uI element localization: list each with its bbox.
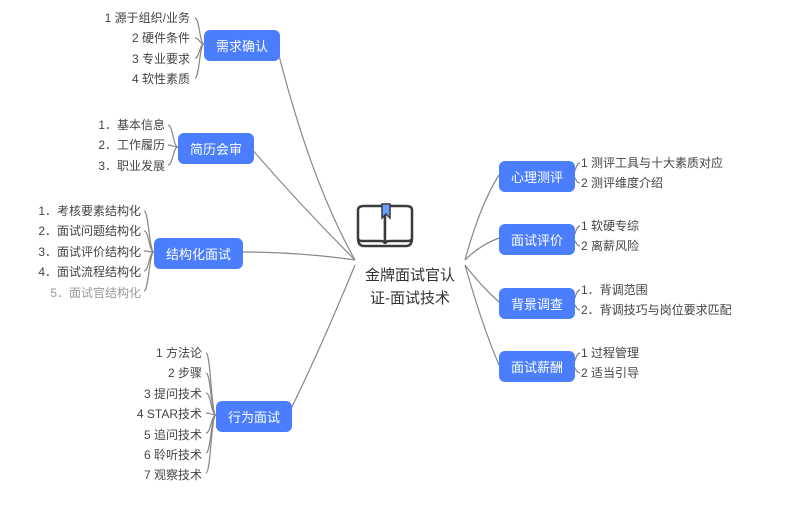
leaf-item: 3 提问技术: [117, 384, 202, 404]
leaf-item: 1 源于组织/业务: [80, 8, 190, 28]
branch-node[interactable]: 背景调查: [499, 288, 575, 319]
leaf-item: 1 软硬专综: [581, 216, 701, 236]
book-icon: [350, 198, 420, 253]
leaf-item: 2 步骤: [117, 363, 202, 383]
leaf-item: 3 专业要求: [80, 49, 190, 69]
leaf-item: 5 追问技术: [117, 425, 202, 445]
branch-node[interactable]: 行为面试: [216, 401, 292, 432]
leaf-item: 1 方法论: [117, 343, 202, 363]
center-title: 金牌面试官认 证-面试技术: [355, 265, 465, 310]
branch-node[interactable]: 心理测评: [499, 161, 575, 192]
branch-node[interactable]: 需求确认: [204, 30, 280, 61]
leaf-group: 1．考核要素结构化2．面试问题结构化3．面试评价结构化4．面试流程结构化5．面试…: [6, 201, 141, 303]
center-line2: 证-面试技术: [355, 288, 465, 311]
leaf-item: 4 软性素质: [80, 69, 190, 89]
leaf-item: 2 测评维度介绍: [581, 173, 781, 193]
leaf-item: 2．背调技巧与岗位要求匹配: [581, 300, 781, 320]
branch-node[interactable]: 简历会审: [178, 133, 254, 164]
leaf-item: 5．面试官结构化: [6, 283, 141, 303]
leaf-group: 1 测评工具与十大素质对应2 测评维度介绍: [581, 153, 781, 194]
leaf-item: 2 硬件条件: [80, 28, 190, 48]
branch-node[interactable]: 结构化面试: [154, 238, 243, 269]
leaf-group: 1．基本信息2．工作履历3．职业发展: [85, 115, 165, 176]
leaf-item: 2．工作履历: [85, 135, 165, 155]
leaf-group: 1 源于组织/业务2 硬件条件3 专业要求4 软性素质: [80, 8, 190, 90]
leaf-item: 1．背调范围: [581, 280, 781, 300]
leaf-item: 4．面试流程结构化: [6, 262, 141, 282]
mindmap-canvas: 金牌面试官认 证-面试技术 需求确认简历会审结构化面试行为面试 心理测评面试评价背…: [0, 0, 800, 517]
center-line1: 金牌面试官认: [355, 265, 465, 288]
leaf-item: 2 适当引导: [581, 363, 701, 383]
branch-node[interactable]: 面试薪酬: [499, 351, 575, 382]
leaf-group: 1 软硬专综2 离薪风险: [581, 216, 701, 257]
leaf-item: 3．面试评价结构化: [6, 242, 141, 262]
leaf-group: 1 方法论2 步骤3 提问技术4 STAR技术5 追问技术6 聆听技术7 观察技…: [117, 343, 202, 486]
leaf-item: 1．考核要素结构化: [6, 201, 141, 221]
leaf-item: 2 离薪风险: [581, 236, 701, 256]
leaf-item: 7 观察技术: [117, 465, 202, 485]
leaf-item: 6 聆听技术: [117, 445, 202, 465]
leaf-item: 1．基本信息: [85, 115, 165, 135]
branch-node[interactable]: 面试评价: [499, 224, 575, 255]
leaf-item: 2．面试问题结构化: [6, 221, 141, 241]
leaf-item: 4 STAR技术: [117, 404, 202, 424]
leaf-item: 1 测评工具与十大素质对应: [581, 153, 781, 173]
leaf-item: 3．职业发展: [85, 156, 165, 176]
leaf-group: 1．背调范围2．背调技巧与岗位要求匹配: [581, 280, 781, 321]
leaf-item: 1 过程管理: [581, 343, 701, 363]
leaf-group: 1 过程管理2 适当引导: [581, 343, 701, 384]
